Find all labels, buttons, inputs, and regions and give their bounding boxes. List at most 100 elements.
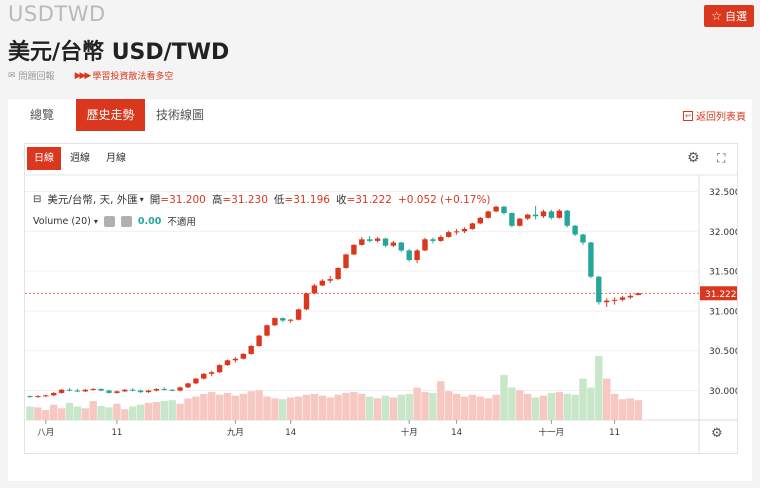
candle-body: [209, 372, 215, 374]
chevrons-right-icon: ▶▶▶: [74, 70, 92, 81]
last-price-label: 31.222: [705, 290, 737, 300]
candle-body: [580, 234, 586, 243]
tab-technical-chart[interactable]: 技術線圖: [155, 108, 204, 122]
volume-bar: [160, 401, 168, 420]
volume-bar: [247, 391, 255, 420]
open-value: 開=31.200: [149, 194, 206, 206]
volume-bar: [437, 381, 445, 420]
volume-bar: [531, 397, 540, 420]
volume-bar: [215, 394, 224, 420]
add-favorite-button[interactable]: ☆ 自選: [704, 5, 754, 27]
fullscreen-icon[interactable]: ⛶: [717, 151, 726, 165]
volume-bar: [152, 401, 161, 420]
close-icon[interactable]: [120, 215, 132, 227]
candle-body: [280, 318, 286, 321]
candle-body: [343, 254, 349, 268]
volume-bar: [500, 374, 508, 420]
high-value: 高=31.230: [211, 194, 268, 206]
candle-body: [27, 396, 33, 398]
timeframe-monthly-button[interactable]: 月線: [106, 153, 126, 164]
chevron-down-icon[interactable]: ▾: [139, 195, 144, 204]
timeframe-weekly-button[interactable]: 週線: [70, 153, 90, 164]
x-tick-label: 十月: [401, 427, 418, 438]
volume-bar: [460, 396, 469, 420]
volume-bar: [263, 396, 271, 420]
x-tick-label: 14: [285, 428, 296, 438]
volume-bar: [279, 399, 287, 420]
x-tick-label: 11: [609, 428, 620, 438]
candle-body: [509, 213, 515, 226]
volume-bar: [255, 390, 263, 420]
candle-body: [604, 300, 610, 303]
tab-overview[interactable]: 總覽: [29, 108, 54, 122]
volume-bar: [73, 406, 82, 420]
volume-na: 不適用: [167, 217, 196, 228]
volume-label: Volume (20): [33, 215, 91, 227]
candle-body: [232, 358, 239, 361]
symbol-code: USDTWD: [8, 2, 106, 26]
volume-bar: [429, 392, 437, 420]
candle-body: [327, 279, 333, 281]
candle-body: [130, 389, 136, 391]
volume-bar: [208, 392, 216, 420]
tab-history[interactable]: 歷史走勢: [76, 99, 145, 131]
candle-body: [161, 388, 167, 390]
candle-body: [627, 295, 634, 298]
feedback-label: 問題回報: [18, 72, 55, 82]
candle-body: [185, 383, 191, 388]
candle-body: [493, 206, 499, 212]
volume-bar: [516, 390, 524, 420]
candle-body: [611, 299, 618, 301]
candle-body: [525, 214, 531, 219]
feedback-link[interactable]: ✉ 問題回報: [8, 69, 55, 83]
candle-body: [390, 242, 397, 246]
volume-bar: [50, 404, 58, 420]
candle-body: [438, 236, 444, 241]
volume-bar: [373, 398, 382, 420]
x-tick-label: 十一月: [539, 427, 565, 438]
volume-bar: [97, 406, 105, 420]
gear-icon[interactable]: ⚙: [687, 150, 700, 166]
volume-bar: [626, 398, 635, 420]
favorite-label: 自選: [725, 10, 747, 23]
candle-body: [193, 378, 199, 384]
volume-bar: [231, 395, 240, 420]
candle-body: [201, 373, 207, 379]
ohlc-legend: ⊟ 美元/台幣, 天, 外匯 ▾ 開=31.200 高=31.230 低=31.…: [33, 192, 491, 207]
close-value: 收=31.222: [335, 194, 392, 206]
back-to-list-label: 返回列表頁: [696, 112, 746, 123]
volume-bar: [571, 394, 579, 420]
volume-bar: [555, 392, 563, 420]
candle-body: [588, 242, 594, 277]
candle-body: [90, 388, 96, 390]
eye-icon[interactable]: [103, 215, 115, 227]
y-tick-label: 30.000: [709, 387, 737, 397]
volume-bar: [57, 408, 66, 420]
candle-body: [145, 390, 152, 393]
volume-bar: [587, 387, 595, 420]
chevron-down-icon[interactable]: ▾: [93, 216, 98, 226]
back-to-list-link[interactable]: ↩ 返回列表頁: [683, 108, 746, 123]
axis-settings-icon[interactable]: ⚙: [711, 426, 723, 441]
candle-body: [351, 244, 357, 255]
timeframe-daily-button[interactable]: 日線: [27, 147, 61, 170]
volume-bar: [105, 407, 113, 420]
volume-bar: [579, 378, 587, 420]
y-tick-label: 32.000: [709, 228, 737, 238]
collapse-icon[interactable]: ⊟: [33, 194, 42, 205]
volume-bar: [192, 396, 200, 420]
volume-bar: [421, 392, 429, 420]
page-title: 美元/台幣 USD/TWD: [8, 40, 230, 65]
volume-bar: [350, 392, 358, 420]
volume-bar: [634, 400, 642, 420]
volume-bar: [81, 408, 89, 420]
candlestick-chart[interactable]: 32.500 32.000 31.500 31.000 30.500 30.000 31.2…: [25, 144, 737, 453]
candle-body: [106, 390, 112, 393]
star-icon: ☆: [711, 9, 722, 23]
candle-body: [58, 389, 65, 393]
candle-body: [98, 388, 104, 391]
symbol-description[interactable]: 美元/台幣, 天, 外匯: [47, 194, 138, 206]
promo-link[interactable]: ▶▶▶ 學習投資散法看多空: [74, 69, 174, 83]
volume-bar: [508, 387, 516, 420]
candle-body: [51, 392, 57, 396]
